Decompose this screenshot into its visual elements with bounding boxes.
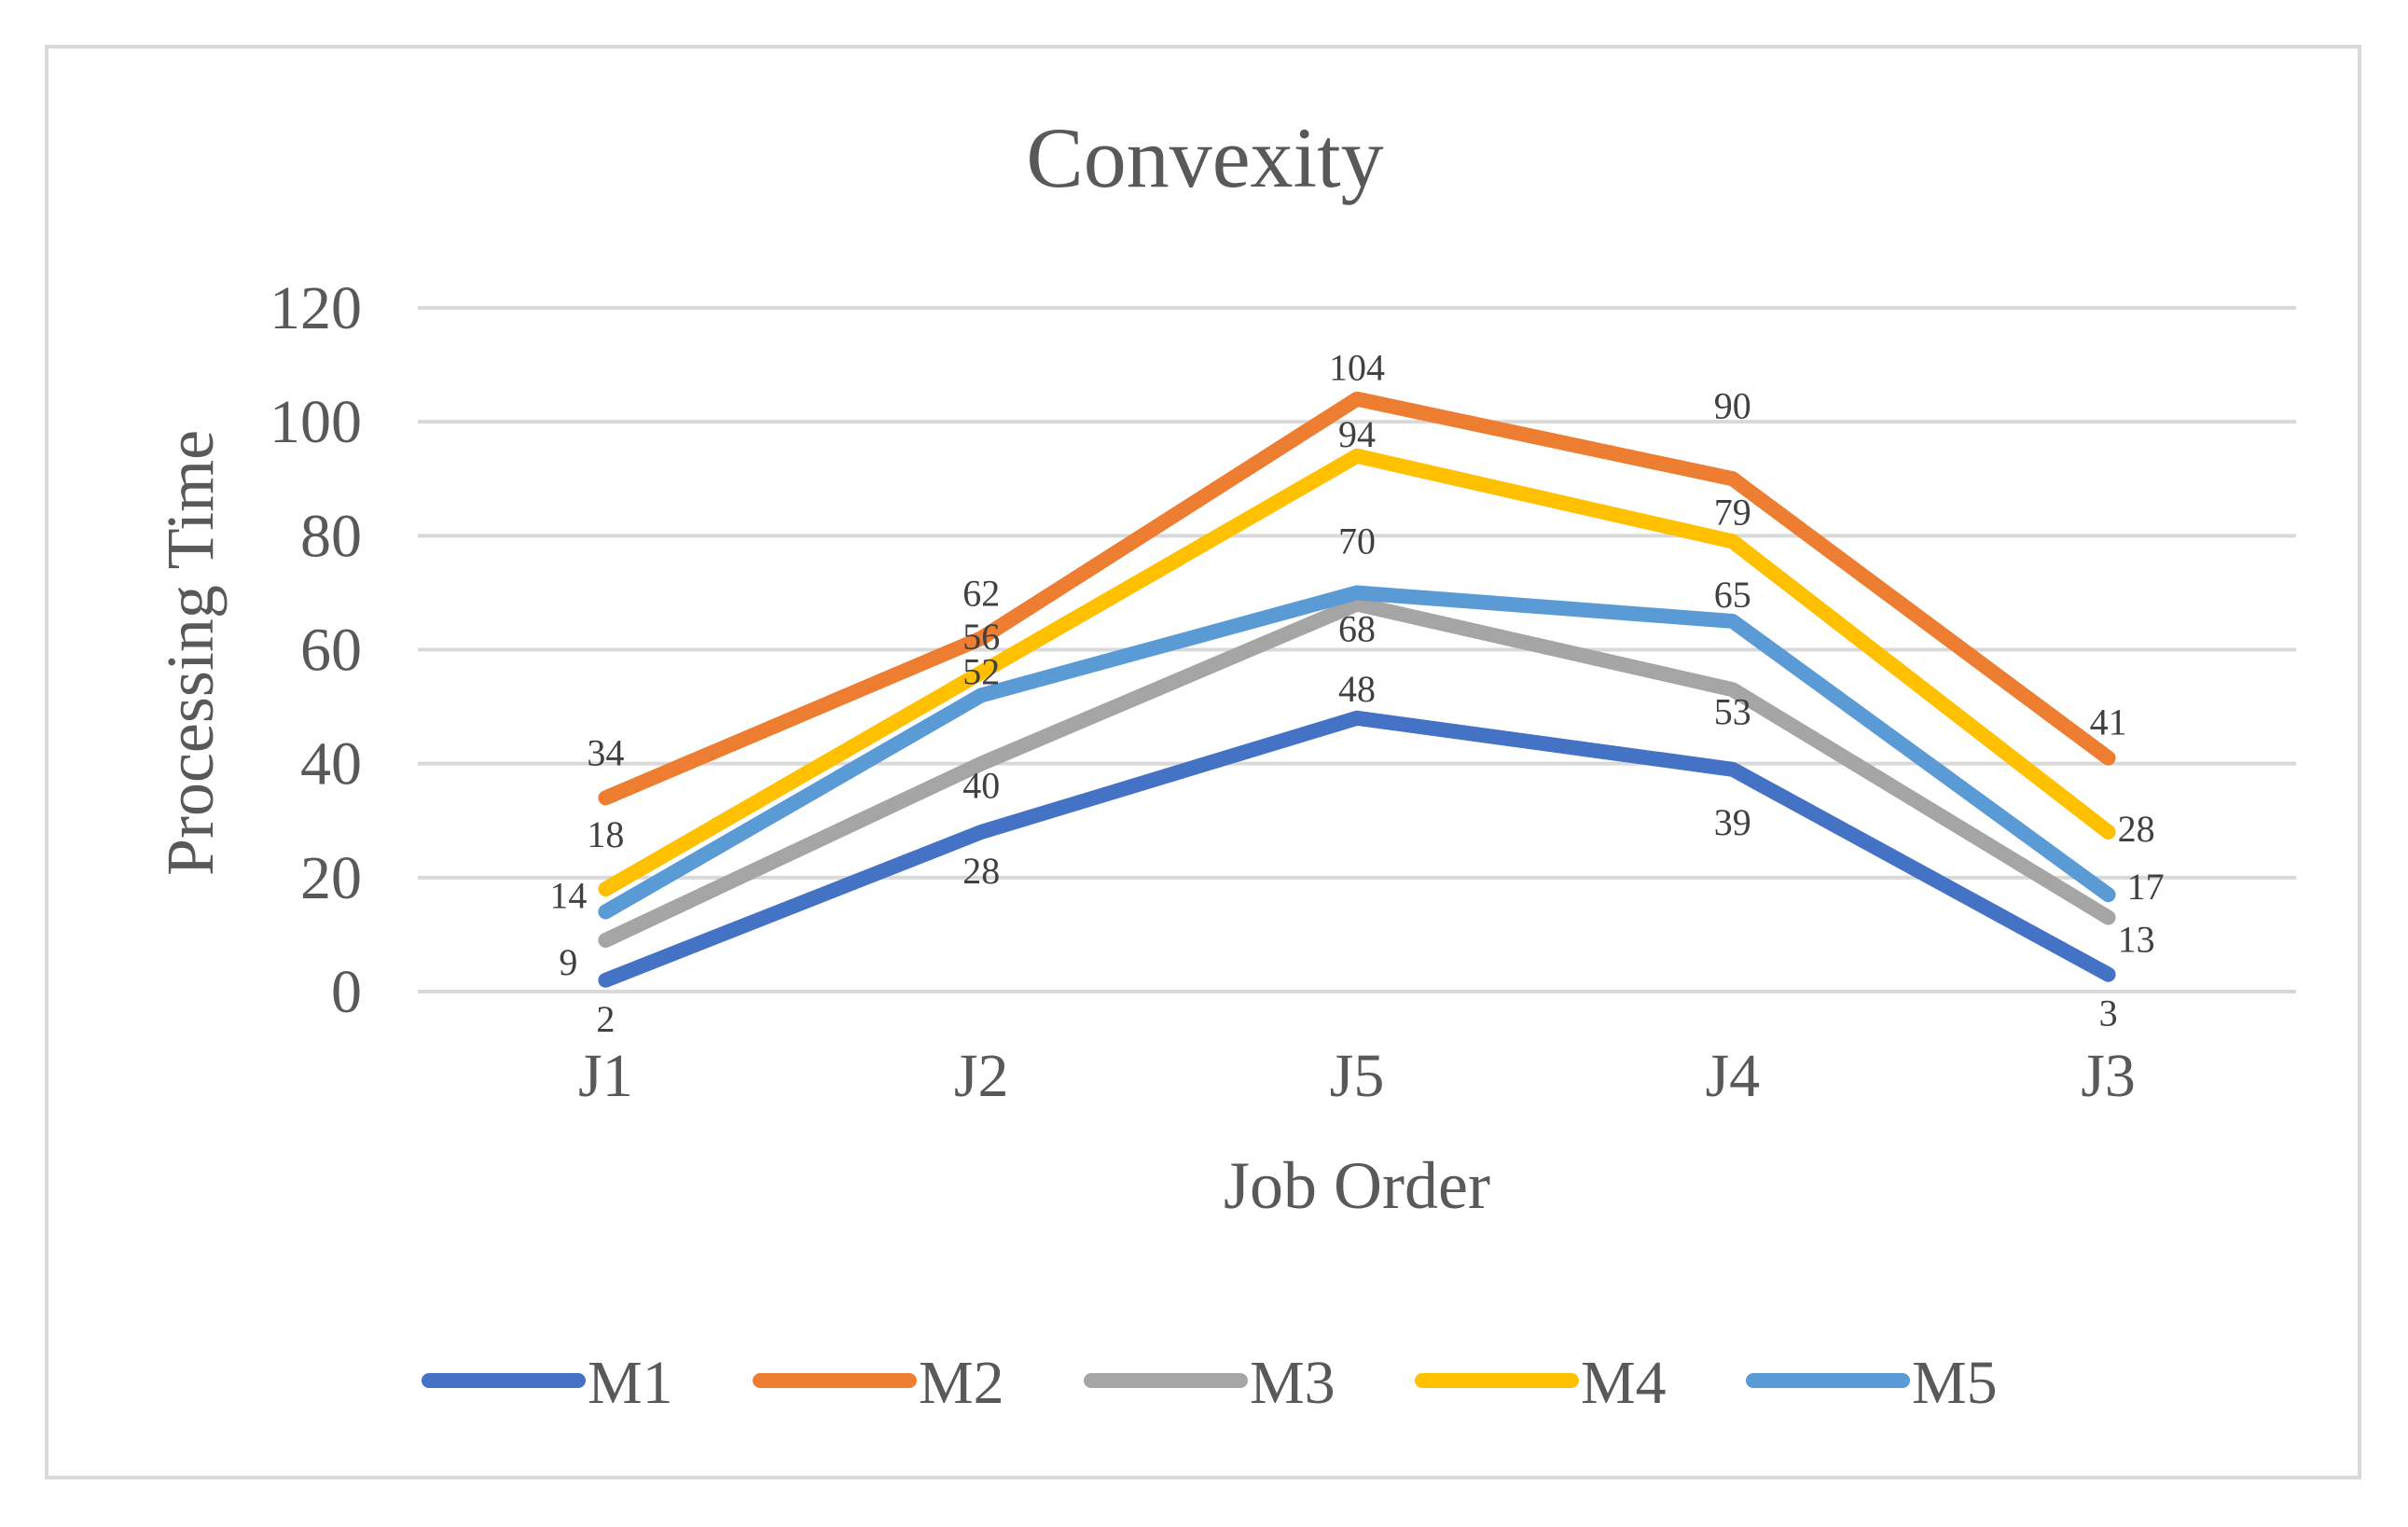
data-label-m2: 34 bbox=[587, 731, 624, 773]
data-label-m1: 2 bbox=[596, 998, 615, 1040]
y-axis-title: Processing Time bbox=[153, 430, 228, 876]
y-tick-label: 0 bbox=[331, 958, 362, 1026]
chart-title: Convexity bbox=[1026, 110, 1383, 205]
legend-item-m4: M4 bbox=[1415, 1349, 1667, 1417]
y-tick-label: 80 bbox=[300, 502, 362, 570]
y-tick-label: 40 bbox=[300, 730, 362, 798]
data-label-m4: 28 bbox=[2118, 808, 2155, 850]
y-tick-label: 60 bbox=[300, 617, 362, 685]
data-label-m4: 79 bbox=[1714, 491, 1751, 533]
data-label-m3: 68 bbox=[1338, 608, 1376, 650]
data-label-m3: 9 bbox=[559, 941, 577, 983]
data-label-m3: 53 bbox=[1714, 690, 1751, 732]
legend-item-m3: M3 bbox=[1084, 1349, 1335, 1417]
data-label-m2: 90 bbox=[1714, 384, 1751, 426]
y-tick-label: 100 bbox=[270, 388, 362, 456]
x-tick-label: J2 bbox=[954, 1042, 1009, 1110]
series-line-m2 bbox=[598, 391, 2116, 806]
x-tick-label: J5 bbox=[1330, 1042, 1385, 1110]
data-label-m1: 39 bbox=[1714, 801, 1751, 843]
legend-label: M1 bbox=[588, 1349, 673, 1417]
data-label-m4: 18 bbox=[587, 813, 624, 855]
x-tick-label: J4 bbox=[1705, 1042, 1760, 1110]
legend-label: M2 bbox=[919, 1349, 1004, 1417]
x-tick-label: J3 bbox=[2081, 1042, 2136, 1110]
data-label-m5: 14 bbox=[549, 874, 587, 916]
data-label-m4: 94 bbox=[1338, 413, 1376, 455]
data-label-m2: 62 bbox=[962, 572, 1000, 614]
legend-label: M3 bbox=[1250, 1349, 1335, 1417]
data-label-m3: 13 bbox=[2118, 919, 2155, 961]
data-label-m5: 52 bbox=[962, 650, 1000, 692]
data-label-m1: 28 bbox=[962, 850, 1000, 892]
data-label-m5: 70 bbox=[1338, 520, 1376, 562]
data-label-m3: 40 bbox=[962, 765, 1000, 807]
x-axis-ticks: J1 J2 J5 J4 J3 bbox=[578, 1042, 2136, 1110]
legend: M1 M2 M3 M4 M5 bbox=[422, 1349, 1998, 1417]
y-tick-label: 120 bbox=[270, 274, 362, 342]
data-label-m1: 48 bbox=[1338, 668, 1376, 710]
series-lines bbox=[598, 391, 2116, 988]
data-label-m1: 3 bbox=[2099, 993, 2118, 1034]
series-line-m5 bbox=[598, 585, 2116, 920]
series-line-m4 bbox=[598, 448, 2116, 897]
series-line-m3 bbox=[598, 596, 2116, 949]
legend-label: M4 bbox=[1581, 1349, 1667, 1417]
series-line-m1 bbox=[598, 710, 2116, 988]
legend-item-m2: M2 bbox=[753, 1349, 1004, 1417]
x-tick-label: J1 bbox=[578, 1042, 633, 1110]
legend-item-m1: M1 bbox=[422, 1349, 673, 1417]
data-label-m5: 65 bbox=[1714, 574, 1751, 616]
legend-label: M5 bbox=[1912, 1349, 1998, 1417]
data-label-m4: 56 bbox=[962, 616, 1000, 658]
data-label-m2: 41 bbox=[2090, 701, 2127, 743]
legend-item-m5: M5 bbox=[1746, 1349, 1998, 1417]
y-axis-ticks: 0 20 40 60 80 100 120 bbox=[270, 274, 362, 1026]
data-labels: 2 28 48 39 3 34 62 104 90 41 9 40 68 53 13 18 56 94 79 28 14… bbox=[549, 347, 2164, 1040]
x-axis-title: Job Order bbox=[1224, 1148, 1490, 1223]
y-tick-label: 20 bbox=[300, 844, 362, 912]
data-label-m5: 17 bbox=[2127, 866, 2165, 908]
data-label-m2: 104 bbox=[1329, 347, 1385, 389]
